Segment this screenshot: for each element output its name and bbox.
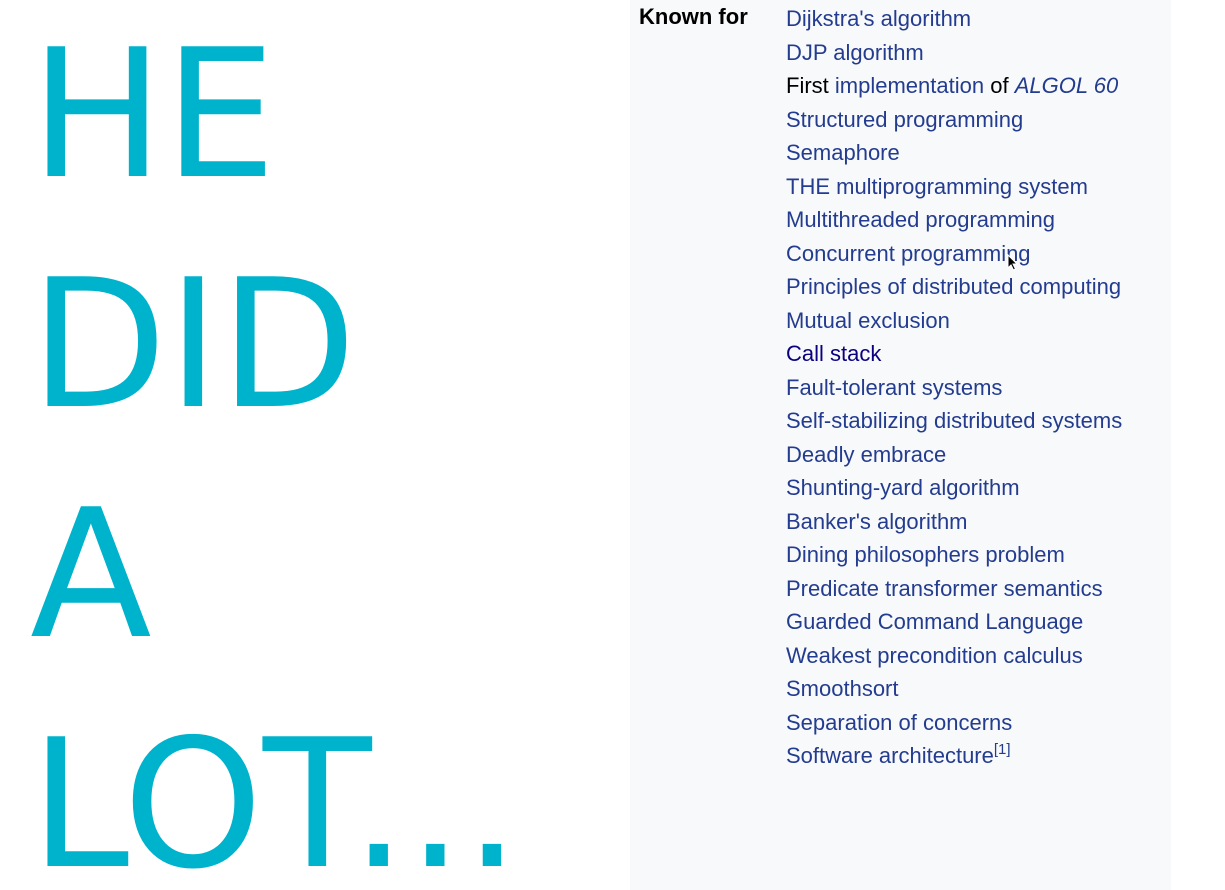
link-call-stack[interactable]: Call stack xyxy=(786,341,882,366)
list-item: Separation of concerns xyxy=(786,706,1166,740)
headline-line-3: A xyxy=(30,471,152,678)
list-item: Mutual exclusion xyxy=(786,304,1166,338)
list-item: Principles of distributed computing xyxy=(786,270,1166,304)
link-dijkstras-algorithm[interactable]: Dijkstra's algorithm xyxy=(786,6,972,31)
mouse-pointer-icon xyxy=(1007,254,1019,271)
list-item: Dijkstra's algorithm xyxy=(786,2,1166,36)
list-item: Banker's algorithm xyxy=(786,505,1166,539)
link-the-multiprogramming-system[interactable]: THE multiprogramming system xyxy=(786,173,1088,199)
reference-marker[interactable]: [1] xyxy=(993,741,1011,758)
link-smoothsort[interactable]: Smoothsort xyxy=(786,676,899,701)
infobox-label-known-for: Known for xyxy=(639,4,748,29)
link-shunting-yard-algorithm[interactable]: Shunting-yard algorithm xyxy=(786,475,1020,500)
list-item: Shunting-yard algorithm xyxy=(786,471,1166,505)
list-item: Smoothsort xyxy=(786,672,1166,706)
link-separation-of-concerns[interactable]: Separation of concerns xyxy=(786,709,1013,735)
list-item: Self-stabilizing distributed systems xyxy=(786,404,1166,438)
slide-headline: HE DID A LOT... xyxy=(30,0,610,890)
link-mutual-exclusion[interactable]: Mutual exclusion xyxy=(786,307,950,333)
text-first: First xyxy=(786,73,829,98)
link-predicate-transformer-semantics[interactable]: Predicate transformer semantics xyxy=(786,575,1103,601)
list-item: DJP algorithm xyxy=(786,36,1166,70)
link-structured-programming[interactable]: Structured programming xyxy=(786,106,1024,132)
link-implementation[interactable]: implementation xyxy=(834,73,985,98)
headline-line-2: DID xyxy=(30,241,357,448)
link-multithreaded-programming[interactable]: Multithreaded programming xyxy=(786,207,1056,232)
list-item: Multithreaded programming xyxy=(786,203,1166,237)
list-item: Guarded Command Language xyxy=(786,605,1166,639)
link-self-stabilizing-distributed-systems[interactable]: Self-stabilizing distributed systems xyxy=(786,408,1123,433)
link-principles-of-distributed-computing[interactable]: Principles of distributed computing xyxy=(786,274,1122,299)
list-item: Weakest precondition calculus xyxy=(786,639,1166,673)
link-concurrent-programming[interactable]: Concurrent programming xyxy=(786,240,1031,266)
list-item: Fault-tolerant systems xyxy=(786,371,1166,405)
link-fault-tolerant-systems[interactable]: Fault-tolerant systems xyxy=(786,374,1003,400)
headline-line-4: LOT... xyxy=(30,701,521,890)
list-item: THE multiprogramming system xyxy=(786,170,1166,204)
link-algol-60[interactable]: ALGOL 60 xyxy=(1014,73,1119,98)
list-item: Software architecture[1] xyxy=(786,739,1166,773)
list-item: Predicate transformer semantics xyxy=(786,572,1166,606)
link-semaphore[interactable]: Semaphore xyxy=(786,140,900,165)
list-item: Structured programming xyxy=(786,103,1166,137)
link-deadly-embrace[interactable]: Deadly embrace xyxy=(786,441,947,467)
link-weakest-precondition-calculus[interactable]: Weakest precondition calculus xyxy=(786,642,1083,668)
link-djp-algorithm[interactable]: DJP algorithm xyxy=(786,39,924,65)
list-item: Deadly embrace xyxy=(786,438,1166,472)
headline-line-1: HE xyxy=(30,11,277,218)
text-of: of xyxy=(990,73,1009,98)
link-guarded-command-language[interactable]: Guarded Command Language xyxy=(786,609,1084,634)
list-item: Concurrent programming xyxy=(786,237,1166,271)
list-item: Semaphore xyxy=(786,136,1166,170)
list-item: Call stack xyxy=(786,337,1166,371)
link-bankers-algorithm[interactable]: Banker's algorithm xyxy=(786,508,968,534)
list-item: First implementation of ALGOL 60 xyxy=(786,69,1166,103)
list-item: Dining philosophers problem xyxy=(786,538,1166,572)
link-software-architecture[interactable]: Software architecture xyxy=(786,743,994,768)
known-for-list: Dijkstra's algorithm DJP algorithm First… xyxy=(786,2,1166,773)
link-dining-philosophers-problem[interactable]: Dining philosophers problem xyxy=(786,542,1065,567)
wikipedia-infobox: Known for Dijkstra's algorithm DJP algor… xyxy=(630,0,1171,890)
